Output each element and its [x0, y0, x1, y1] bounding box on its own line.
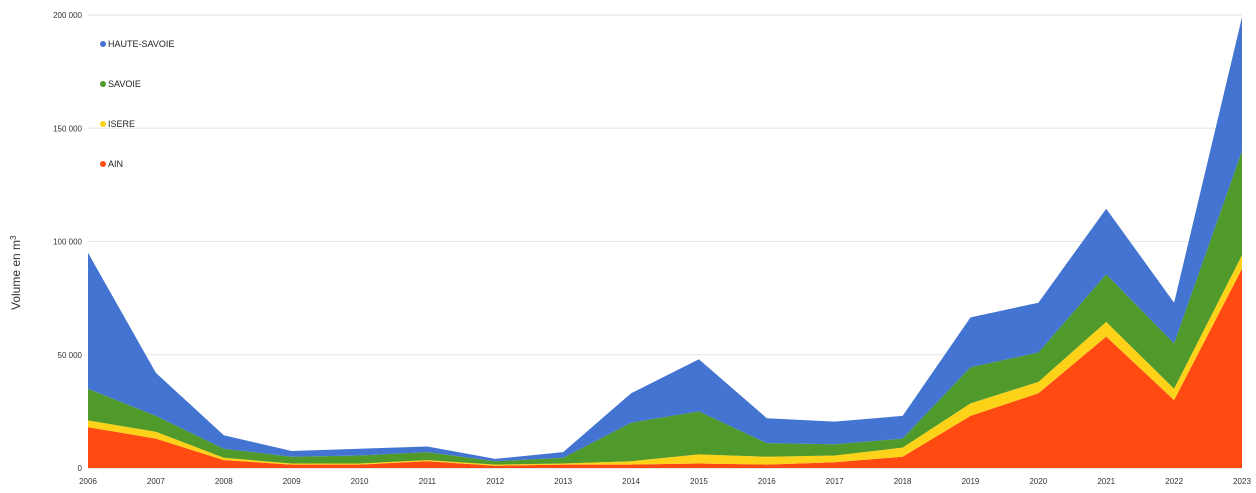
- legend-label: AIN: [108, 159, 123, 169]
- y-axis-label-text: Volume en m: [9, 240, 23, 310]
- x-tick-label: 2023: [1233, 477, 1251, 486]
- x-tick-label: 2012: [486, 477, 504, 486]
- area-series-group: [88, 17, 1242, 468]
- x-tick-label: 2011: [419, 477, 437, 486]
- legend-label: HAUTE-SAVOIE: [108, 39, 174, 49]
- legend-marker: [100, 121, 106, 127]
- x-tick-label: 2018: [894, 477, 912, 486]
- x-tick-label: 2021: [1097, 477, 1115, 486]
- legend-label: SAVOIE: [108, 79, 141, 89]
- x-tick-label: 2007: [147, 477, 165, 486]
- x-tick-label: 2009: [283, 477, 301, 486]
- y-tick-label: 50 000: [58, 351, 83, 360]
- x-tick-label: 2017: [826, 477, 844, 486]
- legend-marker: [100, 161, 106, 167]
- x-tick-label: 2016: [758, 477, 776, 486]
- y-axis-label: Volume en m3: [9, 235, 23, 310]
- x-tick-label: 2022: [1165, 477, 1183, 486]
- y-tick-label: 0: [78, 464, 83, 473]
- area-ain: [88, 268, 1242, 468]
- y-tick-label: 150 000: [53, 124, 82, 133]
- x-tick-label: 2008: [215, 477, 233, 486]
- x-tick-label: 2015: [690, 477, 708, 486]
- legend-marker: [100, 81, 106, 87]
- x-tick-label: 2010: [351, 477, 369, 486]
- legend-label: ISERE: [108, 119, 135, 129]
- area-haute-savoie: [88, 17, 1242, 462]
- y-axis-ticks: 0 50 000 100 000 150 000 200 000: [53, 11, 82, 473]
- y-tick-label: 100 000: [53, 238, 82, 247]
- x-tick-label: 2006: [79, 477, 97, 486]
- x-tick-label: 2013: [554, 477, 572, 486]
- x-tick-label: 2020: [1029, 477, 1047, 486]
- y-tick-label: 200 000: [53, 11, 82, 20]
- legend: HAUTE-SAVOIE SAVOIE ISERE AIN: [100, 39, 174, 169]
- x-tick-label: 2019: [962, 477, 980, 486]
- area-savoie: [88, 150, 1242, 465]
- x-tick-label: 2014: [622, 477, 640, 486]
- y-axis-label-superscript: 3: [9, 235, 18, 240]
- x-axis-ticks: 2006 2007 2008 2009 2010 2011 2012 2013 2014 2015…: [79, 477, 1251, 486]
- legend-marker: [100, 41, 106, 47]
